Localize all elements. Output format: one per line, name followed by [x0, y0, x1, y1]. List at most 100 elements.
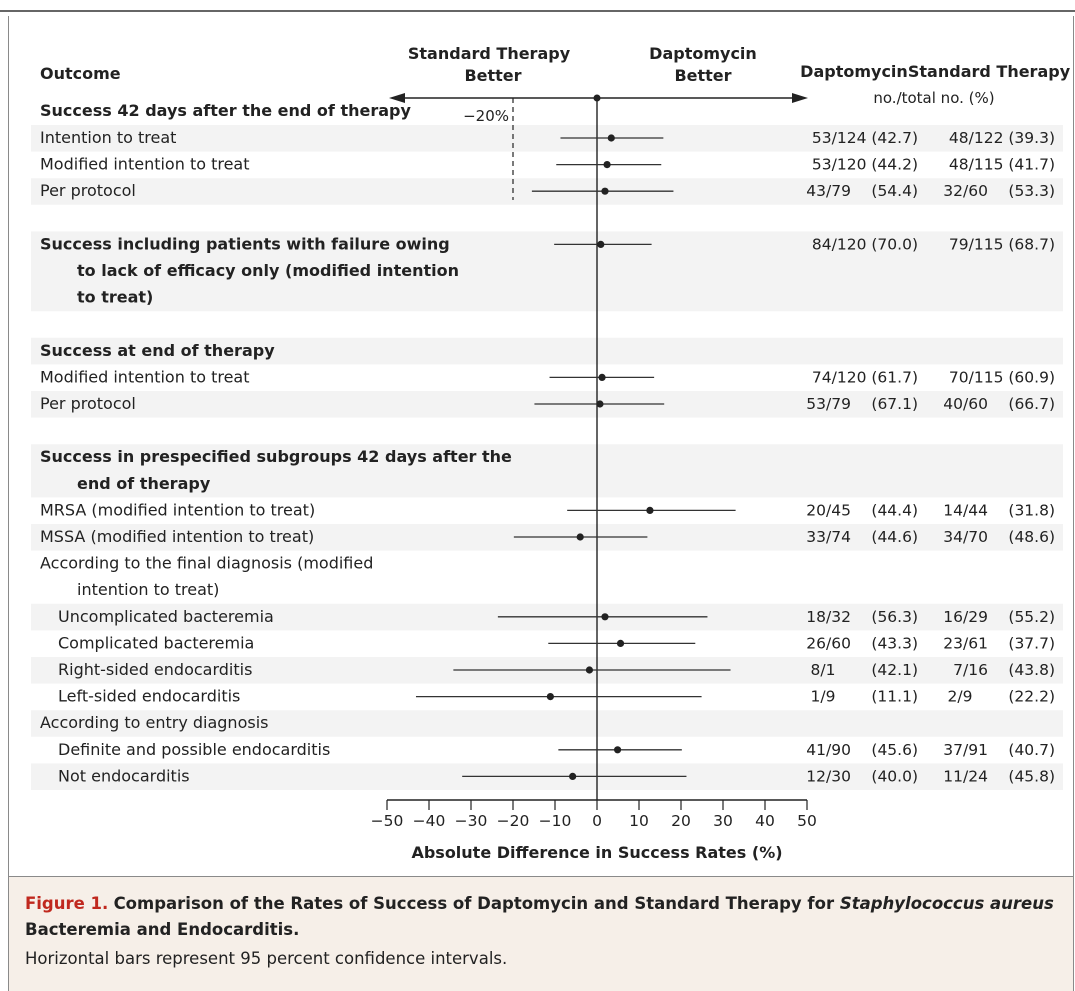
- row-label: Definite and possible endocarditis: [58, 740, 330, 759]
- caption-title-line-1: Figure 1. Comparison of the Rates of Suc…: [25, 891, 1057, 917]
- x-tick-label: 30: [713, 812, 733, 830]
- standard-value: 23/61 (37.7): [943, 634, 1055, 652]
- row-label: to lack of efficacy only (modified inten…: [77, 261, 459, 280]
- row-shade-band: [31, 444, 1063, 498]
- daptomycin-value: 41/90 (45.6): [806, 741, 918, 759]
- point-estimate: [616, 639, 625, 648]
- header-outcome: Outcome: [40, 64, 121, 83]
- row-label: Per protocol: [40, 181, 136, 200]
- point-estimate: [603, 161, 611, 169]
- x-tick-label: −20: [497, 812, 530, 830]
- header-col-standard: Standard Therapy: [908, 62, 1071, 81]
- row-label: Uncomplicated bacteremia: [58, 607, 274, 626]
- point-estimate: [601, 613, 609, 621]
- x-axis-label: Absolute Difference in Success Rates (%): [411, 843, 782, 862]
- row-label: MRSA (modified intention to treat): [40, 500, 315, 519]
- point-estimate: [546, 693, 554, 701]
- header-right-favor-1: Daptomycin: [649, 44, 757, 63]
- header-units: no./total no. (%): [873, 89, 994, 107]
- point-estimate: [569, 772, 577, 781]
- point-estimate: [585, 666, 594, 674]
- favor-arrow-left: [389, 93, 405, 103]
- row-label: Intention to treat: [40, 128, 176, 147]
- row-label: Right-sided endocarditis: [58, 660, 252, 679]
- standard-value: 14/44 (31.8): [943, 501, 1055, 519]
- row-label: Modified intention to treat: [40, 367, 250, 386]
- point-estimate: [597, 240, 605, 248]
- standard-value: 40/60 (66.7): [943, 395, 1055, 413]
- standard-value: 34/70 (48.6): [943, 528, 1055, 546]
- daptomycin-value: 12/30 (40.0): [806, 767, 918, 785]
- figure-label: Figure 1.: [25, 894, 109, 913]
- row-label: According to the final diagnosis (modifi…: [40, 554, 373, 573]
- header-left-favor-1: Standard Therapy: [408, 44, 571, 63]
- daptomycin-value: 53/79 (67.1): [806, 395, 918, 413]
- header-col-daptomycin: Daptomycin: [800, 62, 908, 81]
- x-tick-label: −40: [413, 812, 446, 830]
- point-estimate: [598, 373, 606, 381]
- caption-title-italic: Staphylococcus aureus: [839, 894, 1054, 913]
- row-label: Not endocarditis: [58, 766, 190, 785]
- x-tick-label: −50: [371, 812, 404, 830]
- point-estimate: [607, 134, 615, 142]
- daptomycin-value: 18/32 (56.3): [806, 608, 918, 626]
- row-label: Left-sided endocarditis: [58, 687, 240, 706]
- forest-plot: Outcome Standard Therapy Better Daptomycin B…: [31, 44, 1071, 862]
- standard-value: 70/115 (60.9): [949, 368, 1055, 386]
- row-label: MSSA (modified intention to treat): [40, 527, 314, 546]
- favor-arrow-right: [792, 93, 808, 103]
- point-estimate: [576, 533, 584, 541]
- x-tick-label: 10: [629, 812, 649, 830]
- caption-title-part1: Comparison of the Rates of Success of Da…: [113, 894, 840, 913]
- standard-value: 37/91 (40.7): [943, 741, 1055, 759]
- row-shade-band: [31, 710, 1063, 737]
- point-estimate: [601, 187, 609, 195]
- daptomycin-value: 84/120 (70.0): [812, 235, 918, 253]
- row-label: Success in prespecified subgroups 42 day…: [40, 447, 512, 466]
- x-tick-label: 0: [592, 812, 602, 830]
- row-label: Complicated bacteremia: [58, 633, 254, 652]
- daptomycin-value: 33/74 (44.6): [806, 528, 918, 546]
- caption-note: Horizontal bars represent 95 percent con…: [25, 949, 508, 968]
- figure-frame: [8, 16, 1074, 991]
- standard-value: 2/9 (22.2): [948, 688, 1055, 706]
- daptomycin-value: 20/45 (44.4): [806, 501, 918, 519]
- standard-value: 16/29 (55.2): [943, 608, 1055, 626]
- top-rule: [0, 10, 1075, 12]
- daptomycin-value: 53/120 (44.2): [812, 156, 918, 174]
- daptomycin-value: 53/124 (42.7): [812, 129, 918, 147]
- row-label: intention to treat): [77, 580, 219, 599]
- header-right-favor-2: Better: [674, 66, 731, 85]
- row-shade-band: [31, 125, 1063, 152]
- daptomycin-value: 43/79 (54.4): [806, 182, 918, 200]
- row-label: end of therapy: [77, 474, 211, 493]
- point-estimate: [613, 746, 622, 754]
- daptomycin-value: 26/60 (43.3): [806, 634, 918, 652]
- reference-label: −20%: [463, 107, 509, 125]
- x-tick-label: −10: [539, 812, 572, 830]
- standard-value: 32/60 (53.3): [943, 182, 1055, 200]
- daptomycin-value: 74/120 (61.7): [812, 368, 918, 386]
- header-left-favor-2: Better: [464, 66, 521, 85]
- daptomycin-value: 1/9 (11.1): [811, 688, 918, 706]
- standard-value: 11/24 (45.8): [943, 767, 1055, 785]
- row-label: Success at end of therapy: [40, 341, 275, 360]
- standard-value: 48/115 (41.7): [949, 156, 1055, 174]
- row-label: to treat): [77, 288, 153, 307]
- row-label: Per protocol: [40, 394, 136, 413]
- caption-title-part2: Bacteremia and Endocarditis.: [25, 920, 300, 939]
- row-label: According to entry diagnosis: [40, 713, 268, 732]
- x-tick-label: 40: [755, 812, 775, 830]
- figure-caption: Figure 1. Comparison of the Rates of Suc…: [9, 876, 1073, 991]
- daptomycin-value: 8/1 (42.1): [811, 661, 918, 679]
- x-tick-label: 50: [797, 812, 817, 830]
- row-shade-band: [31, 231, 1063, 312]
- row-label: Success including patients with failure …: [40, 234, 450, 253]
- standard-value: 48/122 (39.3): [949, 129, 1055, 147]
- point-estimate: [646, 506, 654, 514]
- point-estimate: [596, 400, 604, 408]
- row-shade-band: [31, 337, 1063, 365]
- standard-value: 79/115 (68.7): [949, 235, 1055, 253]
- standard-value: 7/16 (43.8): [953, 661, 1055, 679]
- x-tick-label: 20: [671, 812, 691, 830]
